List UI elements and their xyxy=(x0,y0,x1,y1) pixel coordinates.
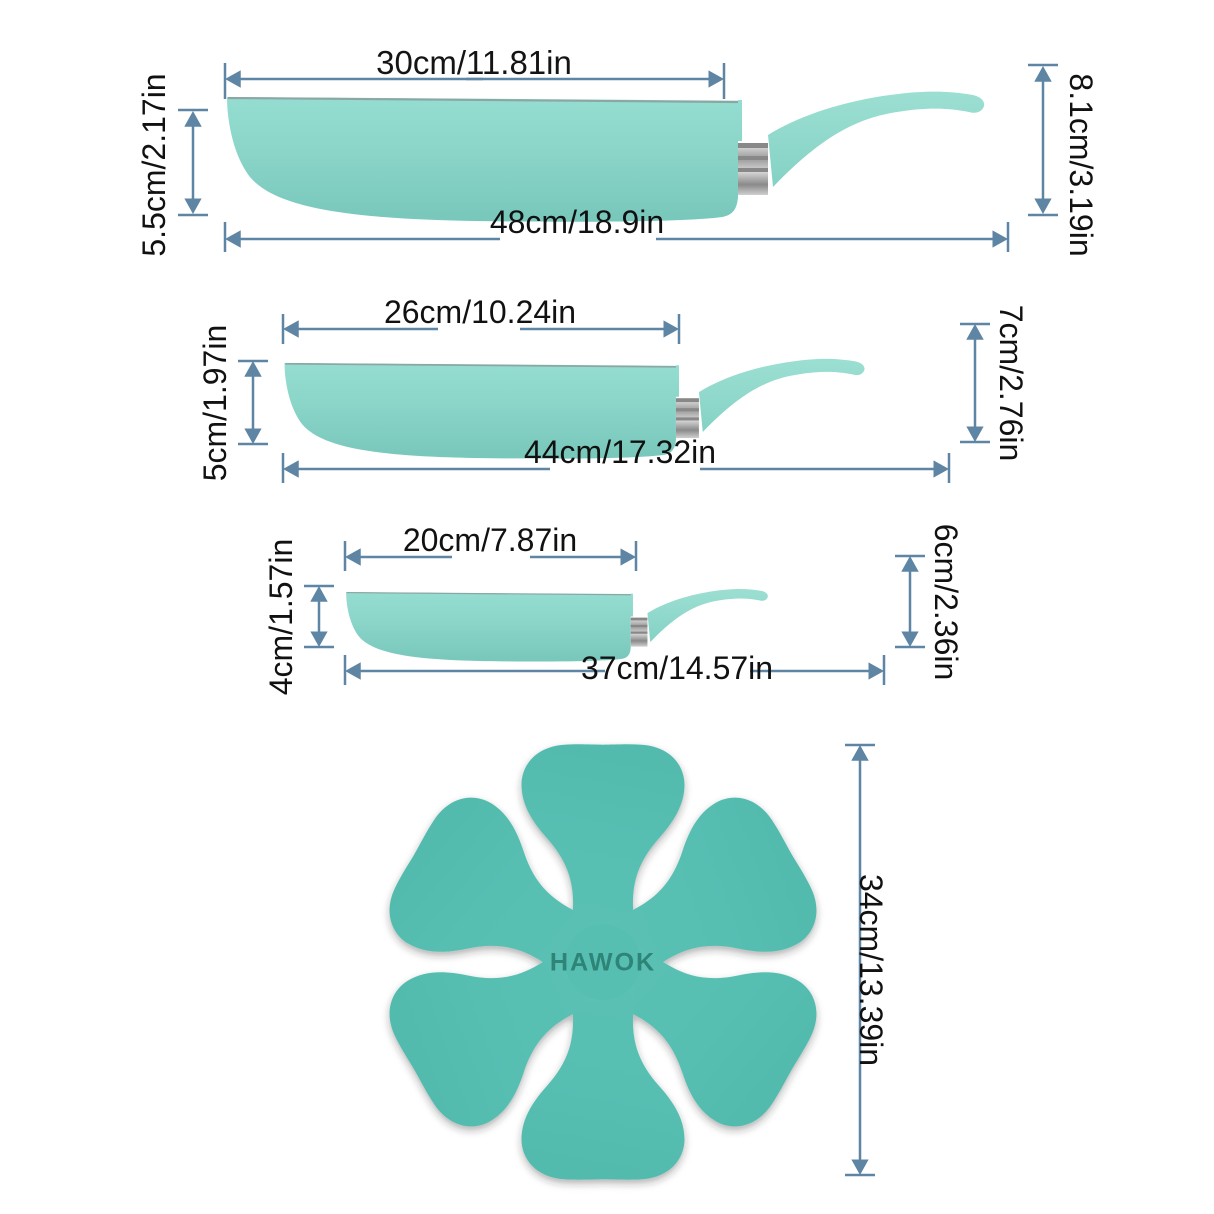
svg-text:37cm/14.57in: 37cm/14.57in xyxy=(581,650,773,686)
svg-text:30cm/11.81in: 30cm/11.81in xyxy=(376,44,572,81)
svg-text:44cm/17.32in: 44cm/17.32in xyxy=(524,434,716,470)
svg-text:4cm/1.57in: 4cm/1.57in xyxy=(263,539,299,696)
svg-text:34cm/13.39in: 34cm/13.39in xyxy=(853,874,889,1066)
svg-text:5.5cm/2.17in: 5.5cm/2.17in xyxy=(136,73,172,256)
svg-text:20cm/7.87in: 20cm/7.87in xyxy=(403,522,577,558)
svg-text:5cm/1.97in: 5cm/1.97in xyxy=(197,325,233,482)
svg-text:48cm/18.9in: 48cm/18.9in xyxy=(490,204,664,240)
svg-text:6cm/2.36in: 6cm/2.36in xyxy=(928,524,964,681)
svg-text:8.1cm/3.19in: 8.1cm/3.19in xyxy=(1063,73,1099,256)
svg-text:HAWOK: HAWOK xyxy=(550,949,656,977)
svg-text:7cm/2.76in: 7cm/2.76in xyxy=(993,305,1029,462)
svg-text:26cm/10.24in: 26cm/10.24in xyxy=(384,294,576,330)
